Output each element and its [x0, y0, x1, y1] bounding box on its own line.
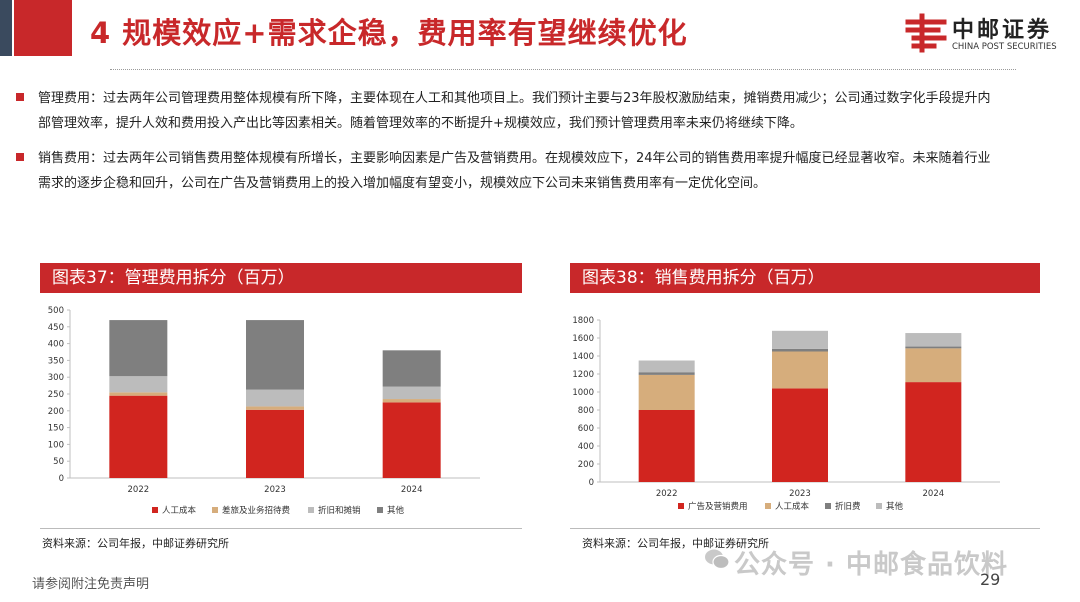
source-divider: [570, 528, 1040, 529]
paragraph-line: 销售费用：过去两年公司销售费用整体规模有所增长，主要影响因素是广告及营销费用。在…: [38, 151, 991, 166]
bar-segment: [382, 350, 441, 387]
legend-swatch: [152, 507, 158, 513]
y-tick-label: 1800: [572, 316, 594, 326]
header-accent-bar: [14, 0, 72, 56]
legend-label: 差旅及业务招待费: [222, 505, 291, 516]
legend-swatch: [678, 503, 684, 509]
bullet-icon: [16, 153, 24, 161]
bar-segment: [109, 395, 168, 478]
paragraph-admin-expense: 管理费用：过去两年公司管理费用整体规模有所下降，主要体现在人工和其他项目上。我们…: [16, 86, 1066, 136]
bar-segment: [246, 406, 304, 410]
china-post-logo-icon: [905, 13, 947, 53]
bar-segment: [905, 346, 962, 349]
legend-label: 其他: [886, 501, 904, 512]
x-tick-label: 2023: [789, 489, 811, 499]
chart-left-title: 图表37：管理费用拆分（百万）: [40, 263, 522, 293]
bar-segment: [109, 376, 168, 393]
chart-admin-expense: 0 50 100 150 200 250 300 350 400 450 500 2022 2023 20…: [40, 296, 522, 528]
legend-swatch: [308, 507, 314, 513]
legend-label: 人工成本: [162, 505, 197, 516]
chart-sales-expense: 0 200 400 600 800 1000 1200 1400 1600 1800 2022 202…: [570, 296, 1040, 528]
legend-label: 折旧和摊销: [318, 505, 361, 516]
y-tick-label: 300: [48, 373, 64, 383]
chart-right-title: 图表38：销售费用拆分（百万）: [570, 263, 1040, 293]
y-tick-label: 500: [48, 306, 64, 316]
paragraph-line: 需求的逐步企稳和回升，公司在广告及营销费用上的投入增加幅度有望变小，规模效应下公…: [38, 176, 767, 191]
bar-segment: [905, 382, 962, 482]
paragraph-sales-expense: 销售费用：过去两年公司销售费用整体规模有所增长，主要影响因素是广告及营销费用。在…: [16, 146, 1066, 196]
legend-label: 人工成本: [775, 501, 810, 512]
header-corner-bar: [0, 0, 12, 56]
y-tick-label: 200: [48, 407, 64, 417]
legend-swatch: [765, 503, 771, 509]
bar-segment: [246, 320, 304, 390]
bar-segment: [772, 351, 828, 389]
legend-label: 广告及营销费用: [688, 501, 748, 512]
watermark-text: 公众号 · 中邮食品饮料: [734, 550, 1008, 580]
bar-segment: [382, 386, 441, 400]
y-tick-label: 1400: [572, 352, 594, 362]
bar-segment: [638, 410, 695, 482]
logo-english-name: CHINA POST SECURITIES: [952, 42, 1057, 52]
y-tick-label: 200: [578, 460, 594, 470]
y-tick-label: 250: [48, 390, 64, 400]
paragraph-line: 管理费用：过去两年公司管理费用整体规模有所下降，主要体现在人工和其他项目上。我们…: [38, 91, 991, 106]
source-divider: [40, 528, 522, 529]
y-tick-label: 400: [48, 340, 64, 350]
bar-segment: [638, 372, 695, 375]
bar-segment: [382, 399, 441, 403]
x-tick-label: 2023: [264, 485, 286, 495]
page-title: 4 规模效应+需求企稳，费用率有望继续优化: [90, 16, 688, 50]
bar-segment: [638, 360, 695, 373]
bar-segment: [382, 402, 441, 478]
paragraph-line: 部管理效率，提升人效和费用投入产出比等因素相关。随着管理效率的不断提升+规模效应…: [38, 116, 803, 131]
y-tick-label: 1000: [572, 388, 594, 398]
legend-swatch: [377, 507, 383, 513]
chart-sales-expense-svg: 0 200 400 600 800 1000 1200 1400 1600 1800 2022 202…: [572, 316, 1000, 512]
logo-name: 中邮证券: [952, 18, 1053, 43]
page-number: 29: [980, 570, 1001, 589]
source-right: 资料来源：公司年报，中邮证券研究所: [582, 537, 769, 550]
legend-swatch: [825, 503, 831, 509]
y-tick-label: 1200: [572, 370, 594, 380]
chart-admin-expense-svg: 0 50 100 150 200 250 300 350 400 450 500 2022 2023 20…: [48, 306, 480, 516]
watermark: 公众号 · 中邮食品饮料: [700, 544, 1008, 581]
legend-label: 折旧费: [835, 501, 861, 512]
y-tick-label: 50: [53, 457, 64, 467]
bar-segment: [905, 333, 962, 347]
x-tick-label: 2022: [128, 485, 150, 495]
y-tick-label: 400: [578, 442, 594, 452]
y-tick-label: 0: [59, 474, 64, 484]
y-tick-label: 100: [48, 440, 64, 450]
x-tick-label: 2022: [656, 489, 678, 499]
bar-segment: [109, 320, 168, 377]
source-left: 资料来源：公司年报，中邮证券研究所: [42, 537, 229, 550]
x-tick-label: 2024: [923, 489, 945, 499]
legend-label: 其他: [387, 505, 405, 516]
disclaimer: 请参阅附注免责声明: [32, 577, 150, 592]
legend-swatch: [212, 507, 218, 513]
y-tick-label: 450: [48, 323, 64, 333]
y-tick-label: 0: [589, 478, 594, 488]
y-tick-label: 800: [578, 406, 594, 416]
x-tick-label: 2024: [401, 485, 423, 495]
y-tick-label: 350: [48, 356, 64, 366]
bar-segment: [905, 348, 962, 383]
header-divider: [110, 69, 1016, 70]
bar-segment: [246, 409, 304, 478]
bar-segment: [109, 392, 168, 396]
y-tick-label: 1600: [572, 334, 594, 344]
y-tick-label: 600: [578, 424, 594, 434]
bar-segment: [638, 374, 695, 410]
bar-segment: [772, 330, 828, 349]
company-logo: 中邮证券 CHINA POST SECURITIES: [904, 12, 1074, 56]
bullet-icon: [16, 93, 24, 101]
bar-segment: [772, 388, 828, 482]
bar-segment: [772, 348, 828, 352]
bar-segment: [246, 389, 304, 407]
y-tick-label: 150: [48, 424, 64, 434]
legend-swatch: [876, 503, 882, 509]
wechat-icon: [705, 549, 730, 570]
